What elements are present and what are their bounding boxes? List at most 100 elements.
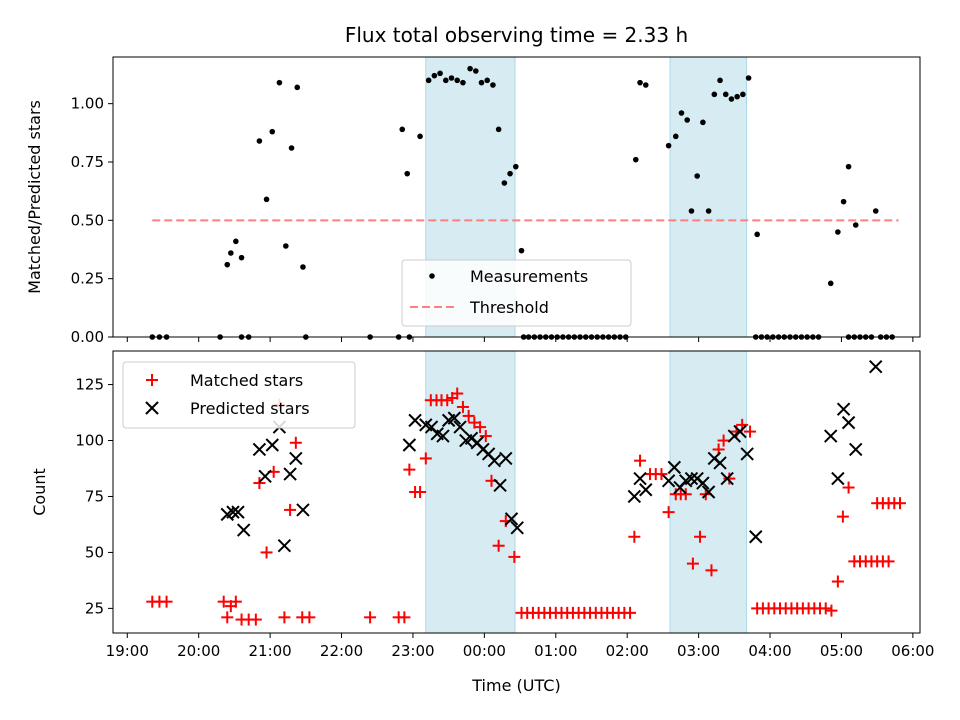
matched-star-point	[679, 488, 692, 501]
measurement-point	[467, 65, 473, 72]
measurement-point	[740, 91, 746, 98]
measurement-point	[722, 91, 729, 98]
measurement-point	[700, 119, 706, 126]
y-tick-label: 1.00	[71, 95, 104, 113]
measurement-point	[442, 77, 449, 84]
matched-star-point	[253, 477, 266, 490]
measurement-point	[288, 145, 295, 151]
predicted-star-point	[720, 471, 734, 486]
predicted-star-point	[499, 451, 513, 466]
measurement-point	[678, 110, 685, 116]
predicted-star-point	[487, 453, 502, 468]
measurement-point	[417, 133, 423, 140]
predicted-star-point	[453, 420, 467, 434]
measurement-point	[448, 75, 455, 81]
predicted-star-point	[836, 402, 851, 416]
bottom-ticks: 19:00 20:00 21:00 22:00 23:00 00:00 01:00 02:00…	[75, 376, 934, 660]
y-tick-label: 100	[75, 432, 104, 450]
matched-star-point	[303, 611, 316, 624]
measurement-point	[238, 254, 245, 261]
matched-star-point	[836, 510, 849, 523]
predicted-star-point	[277, 539, 292, 553]
y-tick-label: 75	[85, 487, 104, 505]
measurement-point	[717, 77, 723, 84]
x-tick-label: 23:00	[391, 642, 434, 660]
matched-star-point	[842, 481, 855, 494]
y-tick-label: 50	[85, 543, 104, 561]
top-legend-box	[401, 259, 632, 327]
matched-star-point	[217, 595, 230, 608]
x-tick-label: 01:00	[534, 642, 577, 660]
measurement-point	[404, 170, 411, 177]
measurement-point	[835, 229, 841, 235]
predicted-star-point	[831, 471, 845, 486]
measurement-point	[688, 208, 695, 214]
bottom-legend-box	[122, 361, 356, 429]
measurement-point	[431, 72, 438, 79]
matched-star-point	[662, 506, 675, 519]
legend-predicted-marker	[145, 401, 159, 415]
bottom-panel: 19:00 20:00 21:00 22:00 23:00 00:00 01:00 02:00…	[30, 350, 934, 695]
predicted-star-point	[713, 456, 727, 470]
measurement-point	[684, 117, 690, 123]
matched-star-point	[403, 463, 416, 476]
measurement-point	[484, 77, 491, 84]
bottom-axes-frame	[112, 350, 921, 634]
matched-star-point	[284, 503, 297, 516]
measurement-point	[840, 198, 847, 205]
matched-star-point	[694, 530, 707, 543]
predicted-star-point	[408, 413, 422, 428]
matched-star-point	[819, 602, 832, 615]
matched-star-point	[414, 486, 427, 498]
predicted-star-point	[733, 424, 747, 439]
y-tick-label: 0.75	[71, 153, 104, 171]
legend-predicted-stars: Predicted stars	[190, 399, 310, 418]
predicted-star-point	[849, 442, 863, 457]
x-tick-label: 03:00	[677, 642, 720, 660]
predicted-star-point	[740, 447, 754, 461]
measurement-point	[734, 93, 740, 100]
x-tick-label: 20:00	[177, 642, 220, 660]
y-tick-label: 0.50	[71, 211, 104, 229]
top-ticks: 0.00 0.25 0.50 0.75 1.00	[71, 95, 914, 346]
matched-star-point	[628, 530, 641, 543]
measurement-point	[852, 222, 859, 228]
shaded-region	[669, 56, 747, 338]
measurement-point	[745, 75, 752, 81]
matched-star-point	[634, 454, 647, 467]
matched-star-point	[479, 430, 492, 443]
matched-star-point	[894, 497, 907, 510]
measurement-point	[518, 247, 525, 254]
predicted-star-point	[749, 530, 763, 544]
matched-star-point	[398, 611, 411, 624]
top-axes-frame	[112, 56, 921, 338]
legend-matched-marker	[146, 374, 158, 386]
top-points	[149, 65, 895, 340]
bottom-shaded-regions	[425, 350, 747, 634]
measurement-point	[399, 126, 406, 133]
predicted-star-point	[627, 489, 642, 504]
matched-star-point	[655, 468, 668, 481]
measurement-point	[512, 163, 519, 170]
bottom-points	[146, 359, 907, 626]
measurement-point	[425, 77, 432, 84]
measurement-point	[294, 84, 301, 91]
matched-star-point	[882, 555, 895, 568]
measurement-point	[256, 138, 263, 144]
x-tick-label: 22:00	[320, 642, 363, 660]
matched-star-point	[474, 421, 487, 434]
predicted-star-point	[639, 483, 653, 497]
measurement-point	[632, 156, 639, 163]
top-y-axis-label: Matched/Predicted stars	[25, 100, 44, 294]
predicted-star-point	[696, 476, 710, 490]
measurement-point	[283, 243, 289, 249]
measurement-point	[472, 68, 479, 74]
x-tick-label: 05:00	[820, 642, 863, 660]
x-tick-label: 06:00	[891, 642, 934, 660]
legend-measurements: Measurements	[470, 267, 588, 286]
predicted-star-point	[504, 512, 519, 526]
matched-star-point	[492, 539, 505, 552]
measurement-point	[269, 128, 276, 135]
x-tick-label: 00:00	[463, 642, 506, 660]
measurement-point	[233, 238, 239, 245]
